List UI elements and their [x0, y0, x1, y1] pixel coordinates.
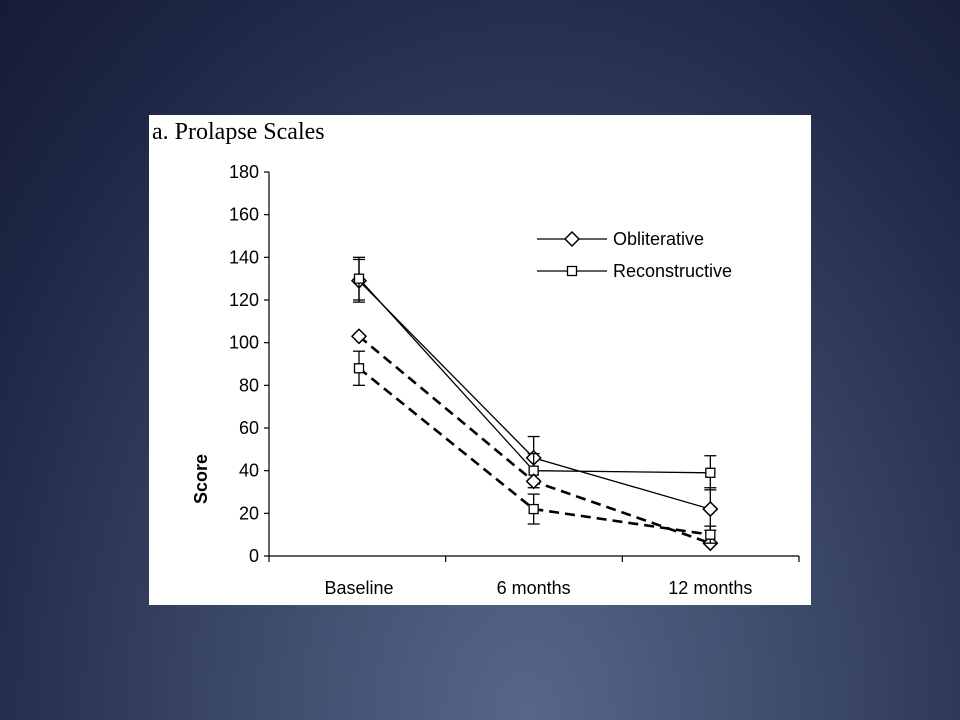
chart-title: a. Prolapse Scales [152, 119, 325, 145]
chart-figure: a. Prolapse Scales Score 0 20 40 60 80 100 120… [149, 115, 811, 605]
diamond-marker [350, 328, 368, 345]
square-marker [528, 503, 539, 515]
y-tick-label: 80 [239, 375, 259, 395]
y-tick-label: 140 [229, 247, 259, 267]
diamond-marker [702, 501, 719, 518]
legend-entry: Obliterative [537, 229, 704, 249]
square-marker [705, 529, 716, 540]
line-chart: a. Prolapse Scales Score 0 20 40 60 80 100 120… [152, 119, 800, 598]
series-line [358, 278, 711, 474]
square-marker [353, 273, 365, 284]
series-group [350, 328, 719, 552]
diamond-marker [563, 230, 581, 248]
square-marker [566, 265, 578, 277]
series-group [353, 350, 717, 544]
y-tick-label: 160 [229, 205, 259, 225]
diamond-marker [525, 473, 542, 490]
y-tick-label: 120 [229, 290, 259, 310]
series-group [350, 258, 719, 532]
y-tick-label: 40 [239, 461, 259, 481]
x-tick-label: Baseline [324, 578, 393, 598]
y-tick-label: 60 [239, 418, 259, 438]
y-tick-label: 100 [229, 333, 259, 353]
y-tick-label: 20 [239, 503, 259, 523]
square-marker [353, 363, 365, 374]
legend-label: Reconstructive [613, 261, 732, 281]
y-tick-label: 0 [249, 546, 259, 566]
y-axis-label: Score [191, 454, 211, 504]
y-tick-label: 180 [229, 162, 259, 182]
x-tick-label: 6 months [497, 578, 571, 598]
legend-entry: Reconstructive [537, 261, 732, 281]
x-tick-label: 12 months [668, 578, 752, 598]
legend-label: Obliterative [613, 229, 704, 249]
square-marker [705, 467, 716, 478]
